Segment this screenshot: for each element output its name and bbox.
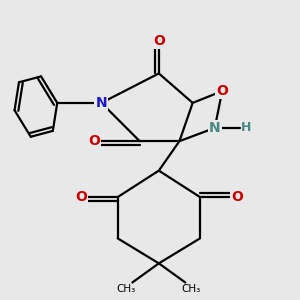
Text: O: O (75, 190, 87, 204)
Text: N: N (96, 96, 107, 110)
Text: N: N (209, 121, 220, 135)
Text: O: O (153, 34, 165, 48)
Text: H: H (241, 122, 252, 134)
Text: CH₃: CH₃ (117, 284, 136, 294)
Text: O: O (88, 134, 100, 148)
Text: O: O (231, 190, 243, 204)
Text: O: O (216, 84, 228, 98)
Text: CH₃: CH₃ (182, 284, 201, 294)
